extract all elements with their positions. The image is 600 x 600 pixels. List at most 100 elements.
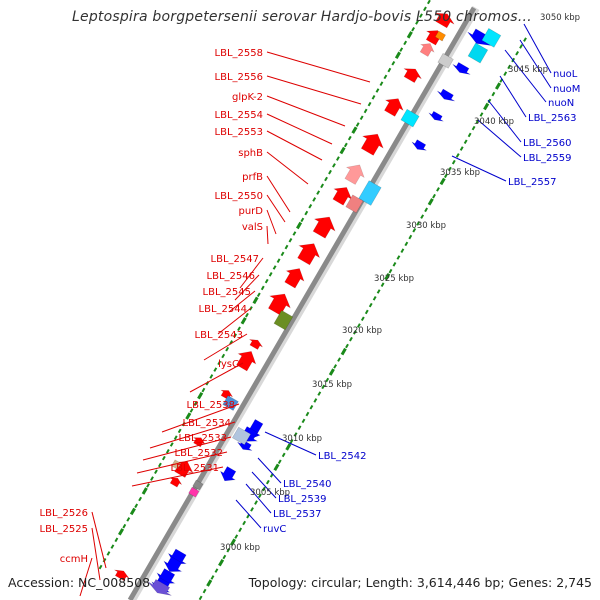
gc-tick bbox=[376, 289, 381, 294]
gc-tick bbox=[173, 435, 178, 440]
forward-label-leader bbox=[239, 257, 264, 289]
gc-tick bbox=[222, 554, 227, 560]
reverse-label-leader bbox=[487, 99, 522, 143]
feature-block bbox=[345, 194, 364, 214]
reverse-gene-label: nuoN bbox=[548, 98, 574, 109]
forward-gene-label: LBL_2556 bbox=[215, 72, 263, 83]
gc-tick bbox=[432, 193, 436, 199]
forward-gene-label: sphB bbox=[238, 148, 263, 159]
gc-tick bbox=[360, 316, 365, 322]
reverse-gene-label: LBL_2557 bbox=[508, 177, 556, 188]
forward-gene-arrow bbox=[220, 389, 233, 400]
gc-tick bbox=[388, 268, 393, 274]
gc-tick bbox=[252, 296, 259, 305]
reverse-label-leader bbox=[264, 431, 317, 456]
feature-block bbox=[437, 52, 454, 69]
gc-tick bbox=[262, 486, 266, 492]
reverse-gene-label: ruvC bbox=[263, 524, 286, 535]
forward-label-leader bbox=[189, 362, 244, 393]
gc-tick bbox=[337, 357, 341, 362]
gc-tick bbox=[225, 346, 230, 352]
forward-label-leader bbox=[142, 436, 232, 461]
forward-gene-arrow bbox=[419, 43, 435, 57]
gc-tick bbox=[368, 302, 373, 308]
gc-tick bbox=[106, 551, 111, 556]
gc-tick bbox=[332, 163, 336, 168]
reverse-label-leader bbox=[523, 23, 552, 74]
gc-tick bbox=[364, 309, 369, 315]
reverse-gene-label: LBL_2537 bbox=[273, 509, 321, 520]
forward-gene-label: LBL_2526 bbox=[40, 508, 88, 519]
gc-tick bbox=[150, 476, 154, 481]
gc-tick bbox=[285, 443, 292, 451]
reverse-gene-arrow bbox=[452, 61, 471, 75]
gc-tick bbox=[177, 428, 182, 434]
gc-tick bbox=[345, 343, 349, 349]
gc-tick bbox=[419, 13, 423, 18]
gc-tick bbox=[396, 255, 401, 260]
gc-tick bbox=[316, 190, 321, 195]
gc-tick bbox=[355, 122, 360, 127]
gc-tick bbox=[206, 579, 213, 587]
feature-block bbox=[231, 426, 252, 446]
gc-tick bbox=[245, 312, 249, 318]
forward-label-leader bbox=[266, 51, 371, 83]
gc-tick bbox=[379, 81, 384, 86]
gc-tick bbox=[455, 153, 460, 158]
gc-tick bbox=[229, 538, 236, 546]
gc-tick bbox=[519, 44, 523, 49]
reverse-gene-label: LBL_2560 bbox=[523, 138, 571, 149]
forward-gene-label: LBL_2546 bbox=[207, 271, 255, 282]
gc-tick bbox=[436, 187, 440, 192]
backbone bbox=[127, 5, 480, 600]
gc-tick bbox=[198, 595, 203, 600]
reverse-label-leader bbox=[519, 39, 552, 89]
gc-tick bbox=[391, 60, 396, 66]
gc-tick bbox=[399, 47, 404, 52]
gc-tick bbox=[491, 91, 496, 97]
position-tick-label: 3035 kbp bbox=[440, 168, 480, 178]
forward-gene-arrow bbox=[193, 437, 206, 448]
gc-tick bbox=[98, 564, 103, 570]
gc-tick bbox=[280, 251, 285, 257]
reverse-gene-label: LBL_2542 bbox=[318, 451, 366, 462]
reverse-gene-label: LBL_2563 bbox=[528, 113, 576, 124]
gc-tick bbox=[447, 166, 452, 172]
gc-tick bbox=[427, 198, 434, 206]
gc-tick bbox=[297, 425, 302, 430]
map-title: Leptospira borgpetersenii serovar Hardjo… bbox=[72, 9, 532, 25]
gc-tick bbox=[273, 463, 280, 472]
gc-tick bbox=[328, 368, 335, 376]
forward-gene-label: LBL_2558 bbox=[215, 48, 263, 59]
gc-tick bbox=[463, 139, 468, 145]
gc-tick bbox=[214, 568, 219, 573]
gc-tick bbox=[471, 125, 476, 131]
gc-tick bbox=[276, 258, 281, 263]
forward-gene-label: LBL_2532 bbox=[175, 448, 223, 459]
forward-gene-arrow bbox=[297, 243, 321, 266]
gc-tick bbox=[281, 452, 286, 458]
gc-tick bbox=[161, 455, 166, 461]
gc-tick bbox=[321, 384, 326, 390]
position-tick-label: 3025 kbp bbox=[374, 274, 414, 284]
reverse-label-leader bbox=[245, 483, 272, 514]
forward-gene-label: LBL_2534 bbox=[183, 418, 231, 429]
forward-label-leader bbox=[234, 274, 260, 301]
gc-tick bbox=[292, 231, 297, 236]
forward-label-leader bbox=[266, 130, 323, 161]
gc-tick bbox=[411, 26, 415, 32]
feature-block bbox=[273, 309, 294, 331]
reverse-gene-arrow bbox=[219, 466, 237, 482]
forward-gene-arrow bbox=[332, 187, 353, 206]
gc-tick bbox=[408, 234, 413, 240]
gc-tick bbox=[268, 272, 273, 277]
gc-tick bbox=[201, 387, 206, 393]
gc-tick bbox=[427, 0, 431, 5]
gc-tick bbox=[202, 588, 207, 594]
gc-tick bbox=[406, 31, 413, 39]
position-tick-label: 3010 kbp bbox=[282, 434, 322, 444]
position-tick-label: 3000 kbp bbox=[220, 543, 260, 553]
forward-label-leader bbox=[91, 527, 101, 581]
forward-gene-label: LBL_2543 bbox=[195, 330, 243, 341]
